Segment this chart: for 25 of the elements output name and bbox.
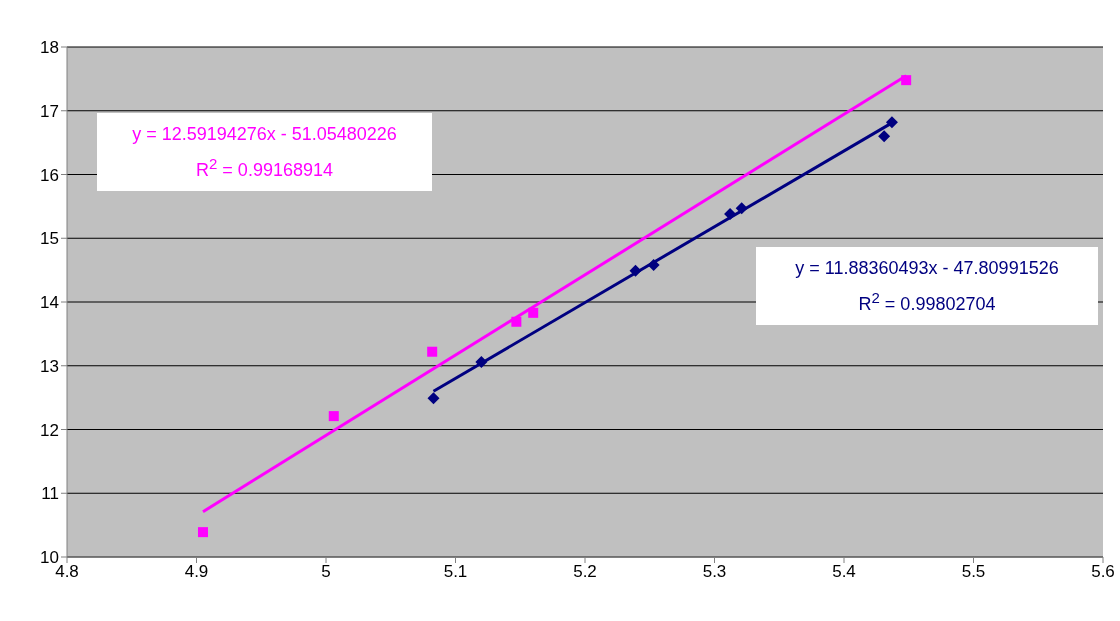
point: [878, 130, 891, 143]
point: [197, 527, 208, 538]
point: [427, 346, 438, 357]
x-tick-label: 4.9: [184, 562, 209, 582]
equation-box: y = 11.88360493x - 47.80991526 R$^{2}$ = 0.99802704: [756, 247, 1098, 325]
x-tick-label: 5.5: [961, 562, 986, 582]
equation-box: y = 12.59194276x - 51.05480226 R$^{2}$ = 0.99168914: [97, 113, 432, 191]
x-tick-label: 5.1: [443, 562, 468, 582]
point: [427, 392, 440, 405]
y-tick-label: 17: [40, 101, 59, 121]
y-tick-label: 18: [40, 38, 59, 58]
annotation: y = 12.59194276x - 51.05480226 R$^{2}$ = 0.99168914: [132, 124, 397, 180]
y-tick-label: 16: [40, 165, 59, 185]
point: [328, 411, 339, 422]
x-tick-label: 5.3: [702, 562, 727, 582]
y-tick-label: 12: [40, 420, 59, 440]
x-tick-label: 5.6: [1091, 562, 1115, 582]
y-tick-label: 15: [40, 229, 59, 249]
y-tick-label: 14: [40, 293, 59, 313]
y-tick-label: 11: [41, 484, 59, 504]
x-tick-label: 5: [321, 562, 331, 582]
x-tick-label: 5.4: [832, 562, 856, 582]
x-tick-label: 5.2: [573, 562, 597, 582]
annotation: y = 11.88360493x - 47.80991526 R$^{2}$ = 0.99802704: [795, 258, 1059, 314]
y-tick-label: 13: [40, 356, 59, 376]
